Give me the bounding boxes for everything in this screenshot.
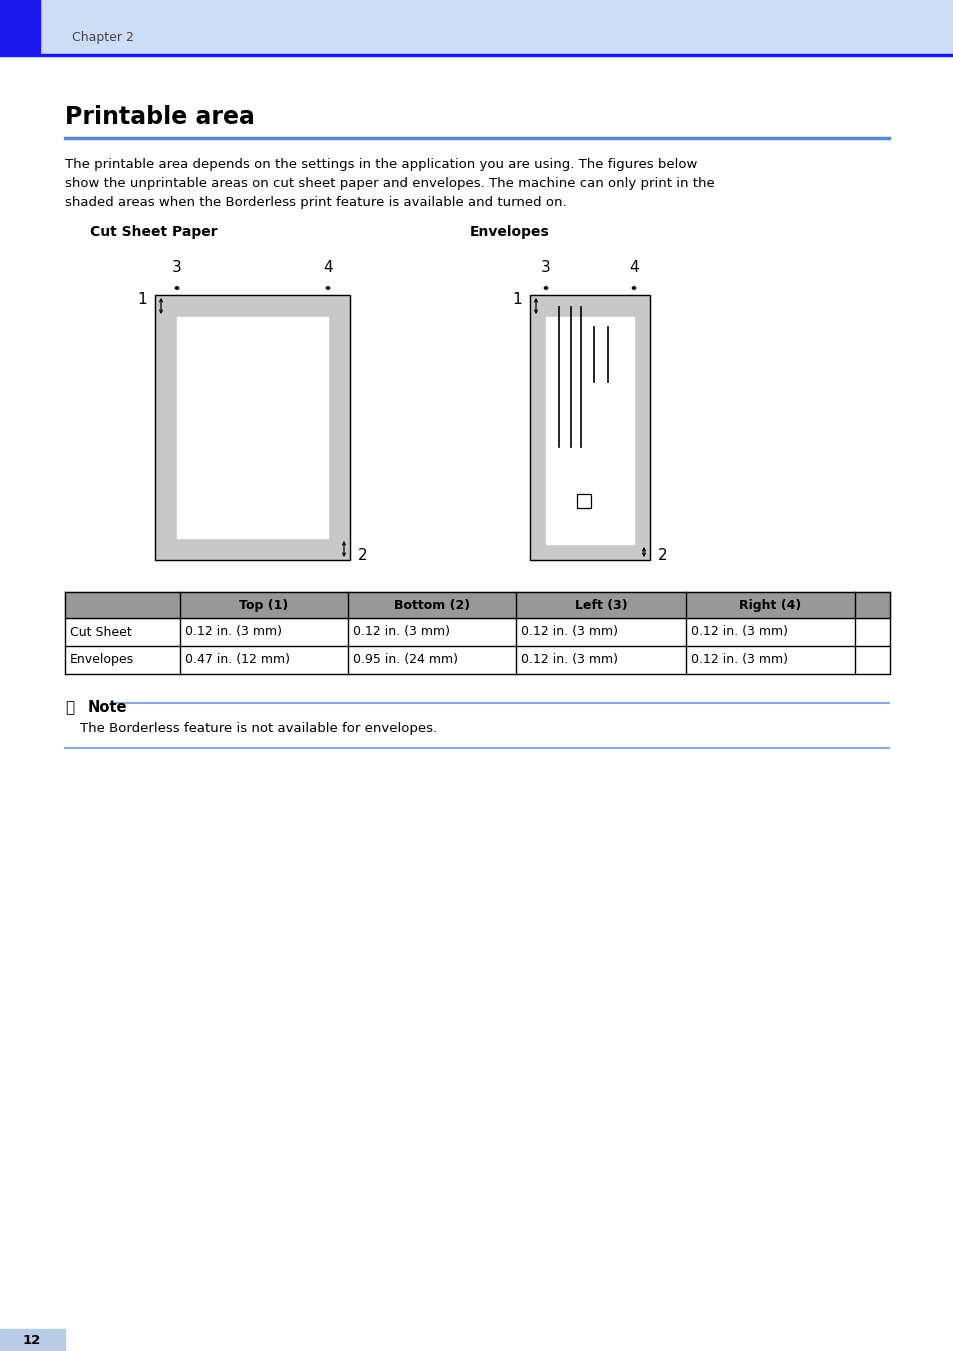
Text: 0.12 in. (3 mm): 0.12 in. (3 mm) bbox=[690, 626, 787, 639]
Text: 3: 3 bbox=[540, 259, 550, 276]
Bar bbox=[545, 317, 634, 544]
Bar bbox=[0, 1329, 65, 1351]
Bar bbox=[577, 494, 590, 508]
Text: 0.47 in. (12 mm): 0.47 in. (12 mm) bbox=[185, 654, 290, 666]
Text: 0.12 in. (3 mm): 0.12 in. (3 mm) bbox=[690, 654, 787, 666]
Text: 2: 2 bbox=[658, 549, 667, 563]
Text: Envelopes: Envelopes bbox=[470, 226, 549, 239]
Text: Cut Sheet: Cut Sheet bbox=[70, 626, 132, 639]
Text: Bottom (2): Bottom (2) bbox=[394, 598, 470, 612]
Text: 4: 4 bbox=[323, 259, 333, 276]
Text: Top (1): Top (1) bbox=[239, 598, 289, 612]
Text: 1: 1 bbox=[512, 292, 521, 307]
Text: show the unprintable areas on cut sheet paper and envelopes. The machine can onl: show the unprintable areas on cut sheet … bbox=[65, 177, 714, 190]
Text: The printable area depends on the settings in the application you are using. The: The printable area depends on the settin… bbox=[65, 158, 697, 172]
Text: 0.95 in. (24 mm): 0.95 in. (24 mm) bbox=[353, 654, 457, 666]
Text: 0.12 in. (3 mm): 0.12 in. (3 mm) bbox=[520, 626, 618, 639]
Text: Cut Sheet Paper: Cut Sheet Paper bbox=[90, 226, 217, 239]
Text: 3: 3 bbox=[172, 259, 182, 276]
Text: Printable area: Printable area bbox=[65, 105, 254, 128]
Text: Envelopes: Envelopes bbox=[70, 654, 134, 666]
Text: Chapter 2: Chapter 2 bbox=[71, 31, 133, 45]
Bar bbox=[65, 592, 889, 617]
Text: 0.12 in. (3 mm): 0.12 in. (3 mm) bbox=[353, 626, 450, 639]
Text: 0.12 in. (3 mm): 0.12 in. (3 mm) bbox=[185, 626, 282, 639]
Bar bbox=[0, 0, 40, 55]
Bar bbox=[154, 295, 350, 561]
Text: Right (4): Right (4) bbox=[739, 598, 801, 612]
Text: 12: 12 bbox=[23, 1333, 41, 1347]
Text: 1: 1 bbox=[137, 292, 147, 307]
Text: shaded areas when the Borderless print feature is available and turned on.: shaded areas when the Borderless print f… bbox=[65, 196, 566, 209]
Text: 4: 4 bbox=[629, 259, 639, 276]
Text: 2: 2 bbox=[357, 549, 367, 563]
Bar bbox=[530, 295, 649, 561]
Text: 📝: 📝 bbox=[65, 700, 74, 715]
Text: Note: Note bbox=[88, 700, 128, 715]
Text: The Borderless feature is not available for envelopes.: The Borderless feature is not available … bbox=[80, 721, 436, 735]
Bar bbox=[530, 295, 649, 561]
Bar bbox=[177, 317, 328, 538]
Bar bbox=[0, 0, 953, 55]
Text: Left (3): Left (3) bbox=[574, 598, 627, 612]
Text: 0.12 in. (3 mm): 0.12 in. (3 mm) bbox=[520, 654, 618, 666]
Bar bbox=[154, 295, 350, 561]
